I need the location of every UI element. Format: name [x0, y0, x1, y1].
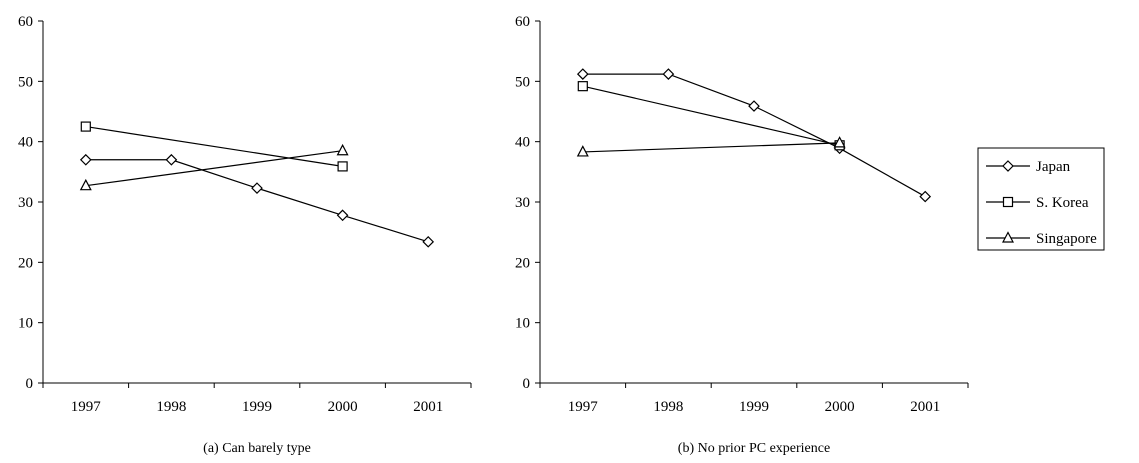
- chart-panel-b: 0 10 20 30 40 50 60 1997 1998 1999 2000 2001 (b) No …: [515, 14, 969, 456]
- y-tick-label-50: 50: [515, 74, 530, 90]
- data-point-s-korea-1997: [577, 81, 588, 92]
- y-tick-label-20: 20: [515, 255, 530, 271]
- data-point-japan-1998: [165, 153, 178, 166]
- series-line-japan: [582, 73, 926, 198]
- x-tick-label-1998: 1998: [653, 399, 683, 415]
- x-tick-label-1999: 1999: [739, 399, 769, 415]
- data-point-japan-2001: [422, 235, 435, 248]
- series-line-s-korea: [85, 125, 343, 167]
- y-tick-label-60: 60: [18, 14, 33, 30]
- series-s-korea: [80, 121, 348, 172]
- data-point-singapore-1997: [576, 145, 589, 157]
- x-tick-label-1998: 1998: [156, 399, 186, 415]
- series-line-singapore: [85, 150, 343, 187]
- data-point-singapore-1997: [79, 178, 92, 191]
- series-singapore: [576, 136, 846, 157]
- diamond-marker-icon: [1002, 160, 1014, 172]
- y-tick-label-40: 40: [18, 135, 33, 151]
- y-tick-label-0: 0: [523, 376, 531, 392]
- series-japan: [576, 68, 932, 203]
- data-point-japan-1997: [576, 68, 589, 80]
- series-line-japan: [85, 159, 429, 243]
- data-point-japan-1997: [79, 153, 92, 166]
- chart-caption-b: (b) No prior PC experience: [678, 441, 830, 456]
- series-singapore: [79, 143, 349, 191]
- y-tick-label-30: 30: [18, 195, 33, 211]
- series-line-singapore: [582, 142, 840, 153]
- data-point-singapore-2000: [336, 143, 349, 156]
- chart-panel-a: 0 10 20 30 40 50 60 1997 1998 1999 2000 2001 (a) Can…: [18, 14, 472, 456]
- y-tick-label-20: 20: [18, 255, 33, 271]
- series-japan: [79, 153, 435, 248]
- y-tick-label-10: 10: [515, 316, 530, 332]
- x-tick-label-2001: 2001: [910, 399, 940, 415]
- y-tick-label-0: 0: [26, 376, 34, 392]
- legend-label-s-korea: S. Korea: [1036, 195, 1089, 211]
- legend-item-singapore: Singapore: [986, 231, 1097, 247]
- square-marker-icon: [1002, 196, 1014, 208]
- series-s-korea: [577, 81, 845, 151]
- x-tick-label-1999: 1999: [242, 399, 272, 415]
- data-point-s-korea-2000: [337, 161, 348, 172]
- legend-label-singapore: Singapore: [1036, 231, 1097, 247]
- data-point-japan-2001: [919, 190, 932, 203]
- y-tick-label-50: 50: [18, 74, 33, 90]
- x-tick-label-1997: 1997: [568, 399, 599, 415]
- y-tick-label-40: 40: [515, 135, 530, 151]
- chart-caption-a: (a) Can barely type: [203, 441, 311, 456]
- legend-item-s-korea: S. Korea: [986, 195, 1089, 211]
- data-point-japan-2000: [336, 209, 349, 222]
- y-tick-label-10: 10: [18, 316, 33, 332]
- data-point-japan-1999: [748, 100, 760, 112]
- legend-box: [977, 147, 1105, 251]
- x-tick-label-2000: 2000: [825, 399, 855, 415]
- x-tick-label-1997: 1997: [71, 399, 102, 415]
- series-line-s-korea: [582, 85, 840, 146]
- triangle-marker-icon: [1002, 231, 1014, 243]
- y-tick-label-60: 60: [515, 14, 530, 30]
- data-point-singapore-2000: [833, 136, 846, 148]
- data-point-japan-1998: [662, 68, 675, 80]
- data-point-s-korea-1997: [80, 121, 91, 132]
- x-tick-label-2001: 2001: [413, 399, 443, 415]
- y-tick-label-30: 30: [515, 195, 530, 211]
- data-point-japan-1999: [251, 182, 263, 194]
- legend-item-japan: Japan: [986, 159, 1071, 175]
- legend-label-japan: Japan: [1036, 159, 1071, 175]
- x-tick-label-2000: 2000: [328, 399, 358, 415]
- legend: Japan S. Korea Singapore: [977, 147, 1105, 251]
